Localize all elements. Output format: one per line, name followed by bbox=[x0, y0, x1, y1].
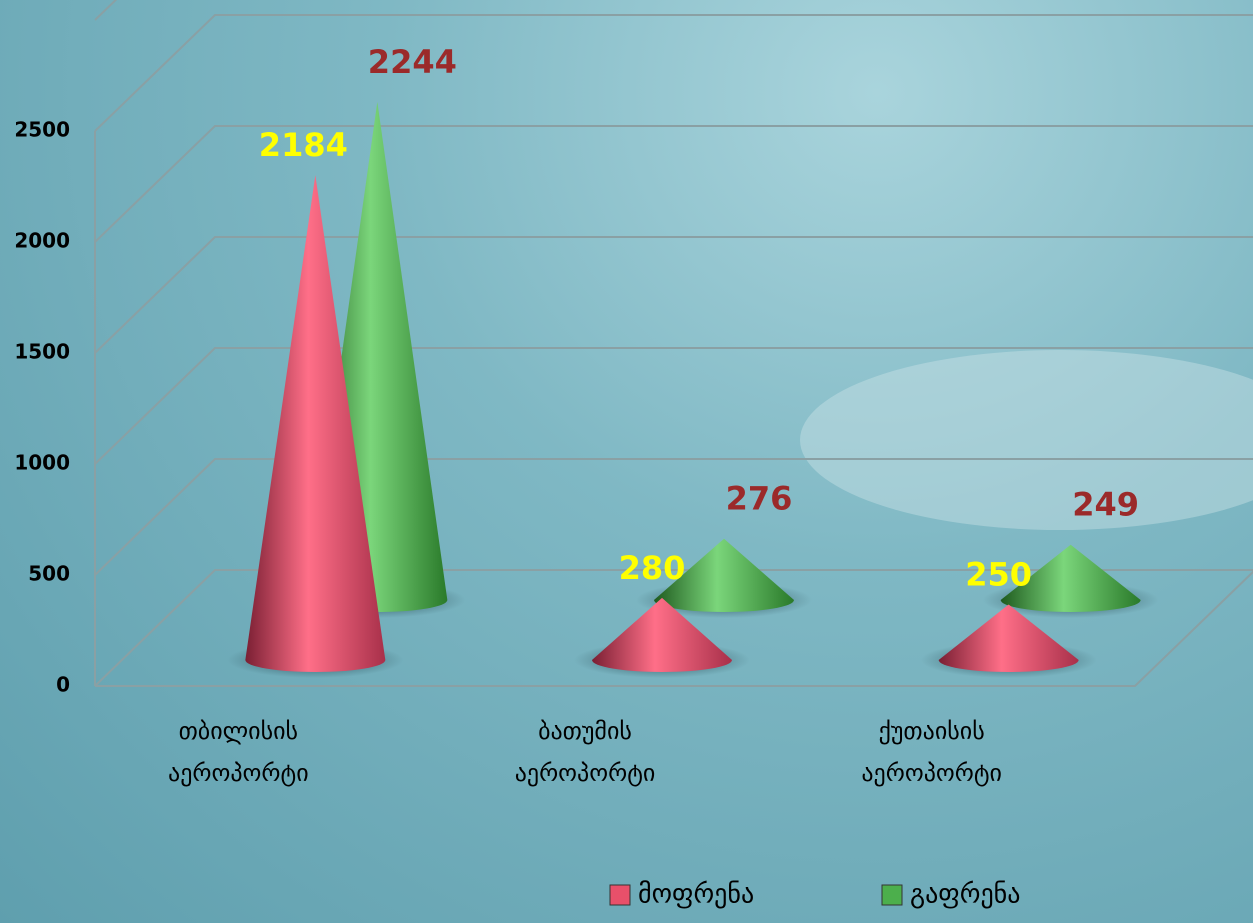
x-tick-label: ბათუმის აეროპორტი bbox=[465, 710, 705, 794]
background-plane bbox=[800, 350, 1253, 530]
slide: 0 500 1000 1500 2000 2500 2244 276 249 2184 280 250… bbox=[0, 0, 1253, 923]
value-label: 280 bbox=[619, 549, 686, 587]
y-tick-label: 1500 bbox=[14, 340, 70, 364]
x-tick-label: ქუთაისის აეროპორტი bbox=[812, 710, 1052, 794]
y-tick-label: 2000 bbox=[14, 229, 70, 253]
value-label: 276 bbox=[726, 480, 793, 518]
y-tick-label: 500 bbox=[28, 562, 70, 586]
grid-line bbox=[95, 237, 1253, 353]
legend-swatch bbox=[882, 885, 902, 905]
legend-label: გაფრენა bbox=[910, 880, 1020, 910]
value-label: 2244 bbox=[368, 43, 457, 81]
y-tick-label: 2500 bbox=[14, 118, 70, 142]
frame-line bbox=[95, 0, 1253, 20]
y-tick-label: 1000 bbox=[14, 451, 70, 475]
x-tick-label: თბილისის აეროპორტი bbox=[118, 710, 358, 794]
legend-label: მოფრენა bbox=[638, 880, 754, 910]
value-label: 249 bbox=[1072, 486, 1139, 524]
y-tick-label: 0 bbox=[56, 673, 70, 697]
value-label: 250 bbox=[965, 556, 1032, 594]
value-label: 2184 bbox=[259, 126, 348, 164]
legend-swatch bbox=[610, 885, 630, 905]
grid-line bbox=[95, 15, 1253, 131]
